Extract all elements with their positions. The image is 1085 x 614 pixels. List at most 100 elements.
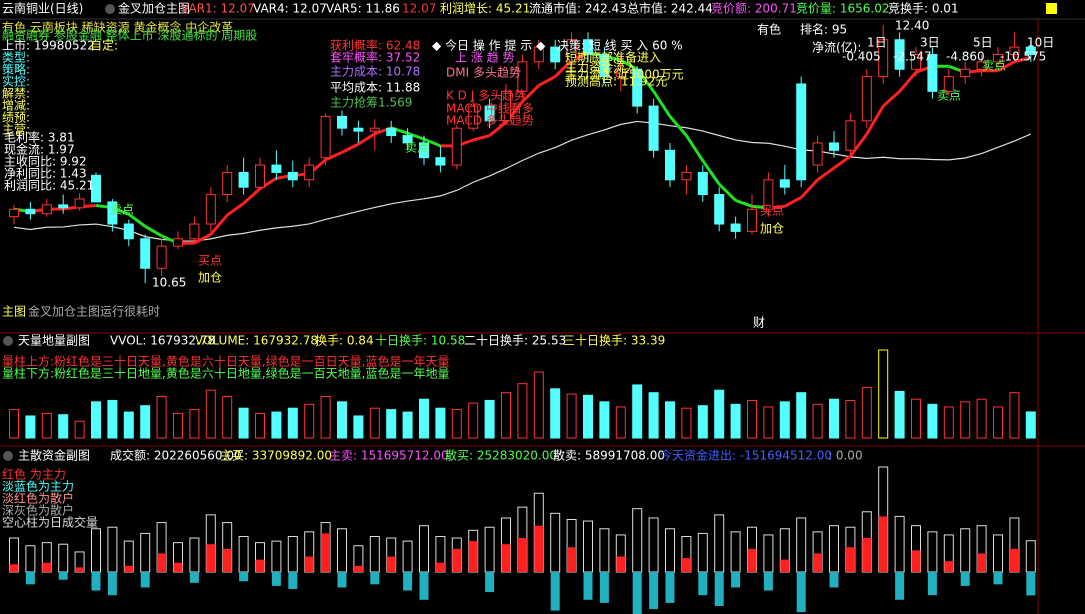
menu-icon[interactable] — [1046, 3, 1057, 14]
volume-item: VVOL: 167932.78 — [110, 334, 215, 348]
volume-bar — [665, 401, 675, 439]
candle-body — [451, 127, 462, 166]
candle-body — [304, 164, 315, 181]
volume-bar — [566, 393, 577, 439]
candle-body — [107, 201, 118, 225]
header-item: 竞换手: 0.01 — [888, 2, 959, 16]
net-bar — [1026, 572, 1036, 596]
ma-short — [718, 183, 737, 202]
volume-bar — [25, 415, 36, 439]
ma-short — [668, 115, 688, 137]
net-bar — [698, 572, 708, 596]
money-legend: 淡红色为散户 — [2, 491, 74, 506]
header-item: 竞价额: 200.71 — [711, 2, 797, 16]
header-item: VAR5: 11.86 — [326, 2, 400, 16]
net-bar — [370, 572, 380, 585]
volume-item: 二十日换手: 25.53 — [464, 334, 566, 348]
candle-body — [779, 179, 790, 188]
volume-bar — [222, 396, 233, 439]
candle-body — [763, 179, 774, 210]
panel-icon[interactable] — [3, 451, 13, 461]
candle-body — [993, 53, 1003, 63]
volume-bar — [1025, 411, 1036, 439]
texts: 云南铜业(日线) 金叉加仓主图 VAR1: 12.07 VAR4: 12.07 … — [2, 1, 1054, 530]
money-item: : 0.00 — [828, 449, 863, 463]
volume-bar — [255, 412, 265, 439]
stat: 净利同比: 1.43 — [4, 167, 87, 181]
candle-body — [402, 135, 413, 144]
net-bar — [485, 572, 495, 593]
indicator: 金叉加仓主图 — [118, 1, 190, 16]
info: 上市: 19980522 — [2, 38, 95, 53]
volume-bar — [205, 389, 216, 439]
net-bar — [616, 556, 626, 572]
volume-bar — [648, 392, 659, 439]
info: 绩预: — [2, 111, 30, 125]
flow-value: -4.860 — [946, 50, 985, 64]
panel-icon[interactable] — [3, 336, 13, 346]
net-bar — [304, 556, 314, 572]
ma-short — [849, 133, 869, 158]
prob: 主力抢筹1.569 — [330, 95, 412, 110]
candle-body — [337, 115, 347, 129]
ma-short — [521, 84, 540, 103]
note: 金叉加仓主图运行很耗时 — [28, 304, 160, 319]
candle-body — [632, 68, 643, 107]
signal: MACD 中线看多 — [446, 101, 534, 116]
flow-value: -2.547 — [893, 50, 932, 64]
net-bar — [75, 567, 85, 572]
volume-bar — [632, 384, 643, 439]
net-bar — [649, 572, 659, 610]
candle-body — [796, 83, 807, 181]
net-bar — [862, 538, 872, 572]
ma-short — [538, 75, 556, 87]
volume-bar — [681, 407, 692, 439]
volume-bar — [911, 398, 921, 439]
candle-body — [140, 238, 151, 269]
ma-short — [652, 90, 672, 118]
volume-bar — [271, 411, 282, 439]
net-bar — [173, 562, 183, 572]
net-bar — [157, 553, 167, 572]
volume-bar — [861, 387, 872, 439]
candle-body — [501, 90, 511, 122]
candle-body — [205, 194, 216, 225]
volume-bar — [747, 399, 757, 439]
volume-item: 三十日换手: 33.39 — [563, 334, 665, 348]
sell-signal: 卖点 — [937, 89, 961, 103]
candle-body — [369, 127, 380, 132]
money-item: 主卖: 151695712.00 — [329, 449, 449, 463]
net-bar — [550, 572, 560, 611]
volume-legend: 量柱下方:粉红色是三十日地量,黄色是六十日地量,绿色是一百天地量,蓝色是一年地量 — [2, 366, 450, 381]
finance-mark[interactable]: 财 — [753, 316, 765, 330]
net-bar — [435, 562, 445, 572]
flow-title: 净流(亿): — [812, 40, 861, 55]
net-bar — [747, 548, 757, 572]
ma-short — [193, 233, 212, 245]
volume-bar — [140, 405, 151, 439]
volume-bar — [287, 407, 298, 439]
ma-short — [685, 134, 705, 162]
candle-body — [189, 223, 200, 240]
marks — [9, 25, 1036, 614]
net-bar — [321, 533, 331, 572]
net-bar — [763, 572, 773, 591]
ma-short — [882, 90, 901, 108]
volume-bar — [697, 405, 708, 439]
signal: MACD 多头趋势 — [446, 114, 534, 128]
candle-body — [1025, 46, 1036, 55]
net-bar — [665, 572, 675, 603]
net-bar — [91, 572, 101, 591]
panel-title: 天量地量副图 — [18, 334, 90, 348]
flow-period: 1日 — [867, 36, 887, 50]
candle-body — [173, 238, 183, 247]
header-item: 流通市值: 242.43 — [529, 1, 627, 16]
money-item: 散卖: 58991708.00 — [553, 448, 665, 463]
net-bar — [337, 572, 347, 588]
ma-short — [341, 142, 360, 154]
candle-body — [911, 53, 921, 70]
net-bar — [911, 550, 921, 572]
candle-body — [730, 223, 741, 232]
panel-icon[interactable] — [105, 4, 115, 14]
volume-legend: 量柱上方:粉红色是三十日天量,黄色是六十日天量,绿色是一百日天量,蓝色是一年天量 — [2, 354, 450, 369]
